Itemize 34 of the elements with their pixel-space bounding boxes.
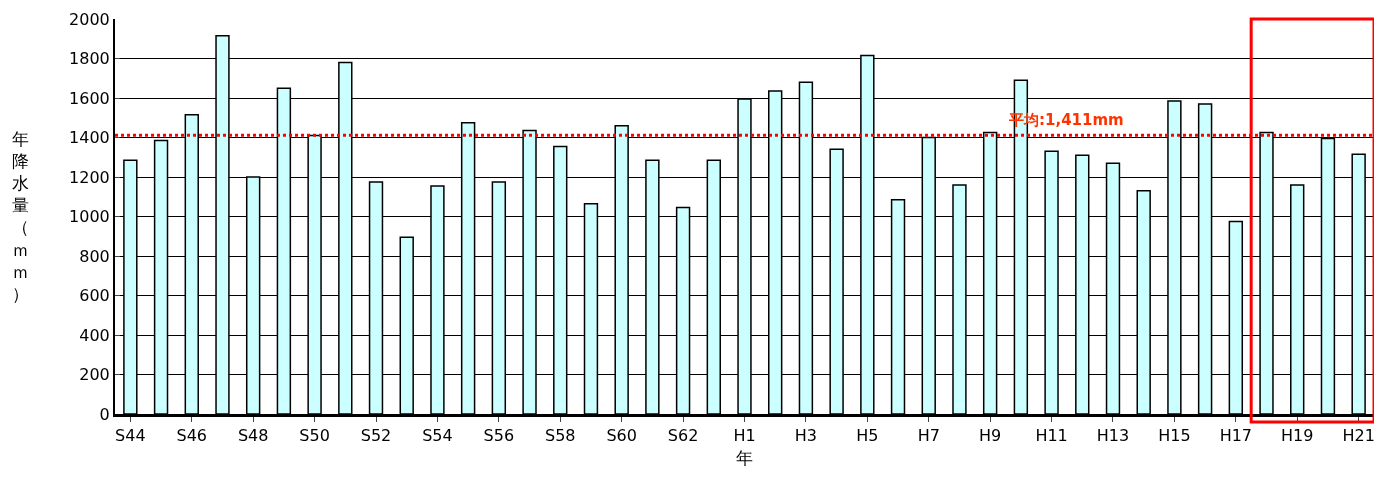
x-tick-label: S52	[360, 426, 392, 446]
x-tick-label: S58	[545, 426, 576, 446]
y-axis-title: 年降水量（ｍｍ）	[12, 129, 29, 304]
x-tick-label: H13	[1096, 426, 1130, 446]
x-tick-label: H1	[733, 426, 756, 446]
x-tick-label: S44	[115, 426, 146, 446]
y-tick-label: 200	[79, 365, 110, 385]
x-tick-label: S54	[422, 426, 453, 446]
x-axis-title: 年	[736, 447, 753, 468]
x-tick-label: H17	[1219, 426, 1253, 446]
y-tick-label: 1200	[69, 167, 110, 187]
y-tick-label: 0	[99, 404, 110, 424]
y-tick-label: 2000	[69, 9, 110, 29]
x-tick-label: H19	[1281, 426, 1314, 446]
x-tick-label: H11	[1035, 426, 1068, 446]
x-tick-label: S46	[176, 426, 208, 446]
y-tick-label: 400	[79, 325, 110, 345]
y-tick-label: 1600	[69, 88, 110, 108]
y-tick-label: 600	[79, 286, 110, 306]
x-tick-label: H15	[1158, 426, 1191, 446]
x-tick-label: S56	[483, 426, 515, 446]
x-tick-label: H9	[979, 426, 1002, 446]
y-tick-label: 1800	[69, 49, 110, 69]
x-tick-label: S48	[237, 426, 269, 446]
x-tick-label: H7	[917, 426, 940, 446]
x-tick-label: H21	[1342, 426, 1375, 446]
y-tick-label: 1000	[69, 207, 110, 227]
y-tick-label: 1400	[69, 128, 110, 148]
x-tick-label: S62	[667, 426, 699, 446]
x-tick-label: H3	[794, 426, 818, 446]
x-tick-label: S50	[299, 426, 330, 446]
x-tick-label: H5	[856, 426, 879, 446]
x-tick-label: S60	[606, 426, 637, 446]
y-tick-label: 800	[79, 246, 110, 266]
